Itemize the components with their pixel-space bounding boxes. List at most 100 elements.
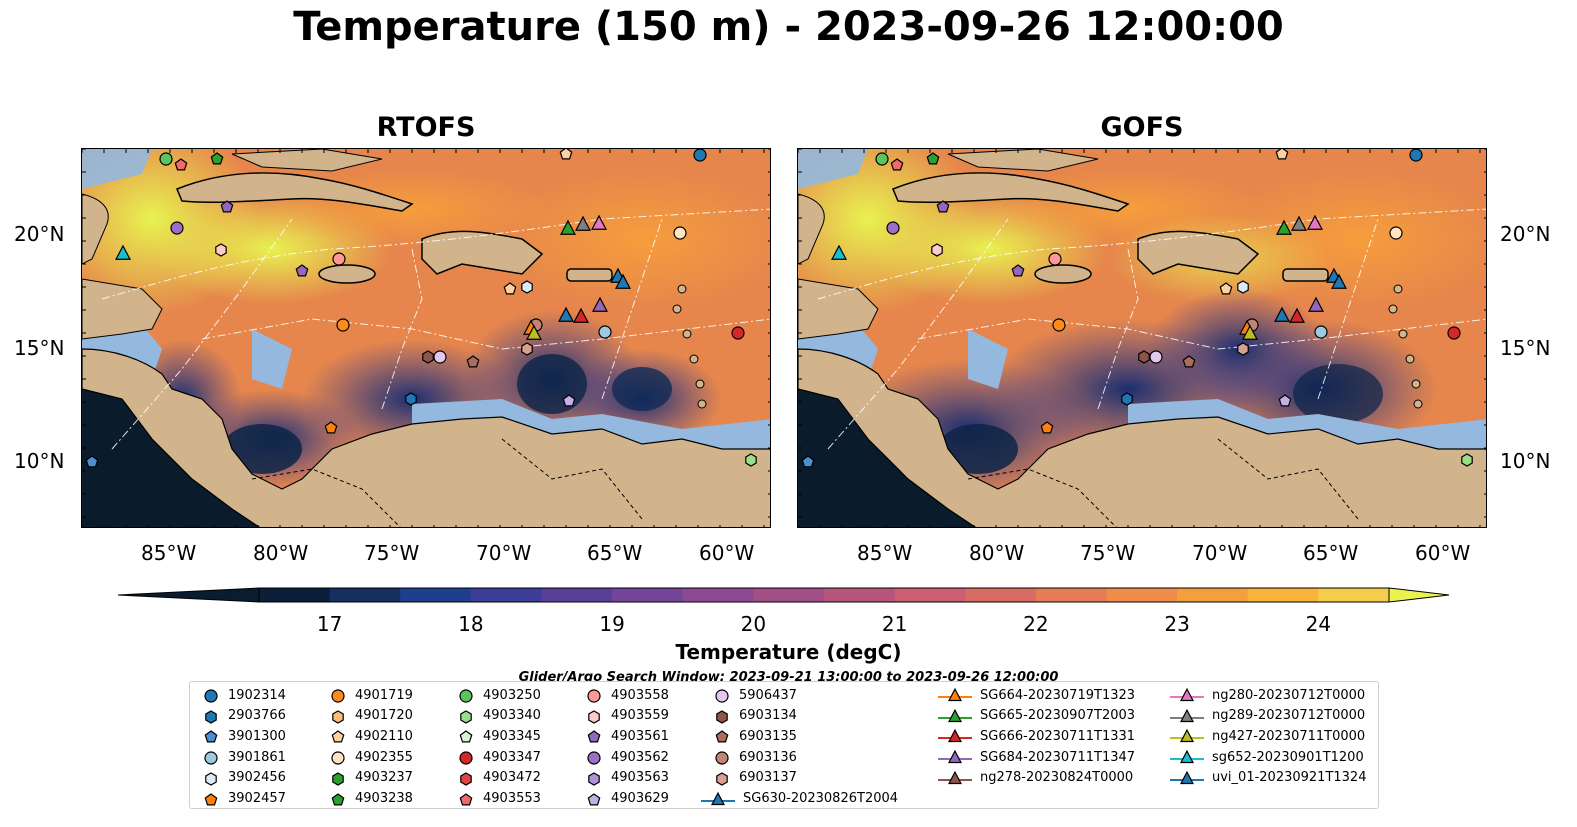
colorbar-tick-label: 24	[1305, 612, 1332, 636]
triangle-icon	[1180, 770, 1194, 784]
legend-float-4903345: 4903345	[457, 726, 541, 746]
colorbar-bin	[259, 588, 331, 602]
legend-glider: SG664-20230719T1323	[938, 685, 1135, 705]
lon-label-85-rtofs: 85°W	[141, 541, 197, 565]
map-panel-gofs[interactable]	[797, 148, 1487, 528]
float-marker-4903559	[215, 243, 227, 257]
float-marker-6903134	[1138, 350, 1150, 364]
legend-float-1902314: 1902314	[202, 685, 286, 705]
legend-float-4903559: 4903559	[585, 706, 669, 726]
circle-icon	[587, 751, 601, 765]
glider-legend-marker	[1170, 770, 1204, 784]
triangle-icon	[948, 770, 962, 784]
colorbar-tick-label: 23	[1164, 612, 1190, 636]
legend-label: 3901861	[228, 749, 286, 765]
triangle-icon	[948, 749, 962, 764]
float-legend-marker	[459, 751, 473, 765]
colorbar-extend-high	[1388, 587, 1450, 603]
glider-legend-marker	[938, 770, 972, 784]
legend-label: ng280-20230712T0000	[1212, 687, 1366, 703]
pentagon-icon	[204, 792, 218, 805]
float-legend-marker	[331, 751, 345, 765]
legend-float-4903558: 4903558	[585, 685, 669, 705]
float-marker-4903238	[926, 152, 940, 165]
float-marker-4903250	[875, 152, 889, 166]
lat-label-20-left: 20°N	[14, 222, 65, 246]
float-marker-4902110	[503, 282, 517, 295]
colorbar-tick-label: 17	[316, 612, 343, 636]
lon-label-75-gofs: 75°W	[1080, 541, 1136, 565]
legend-label: uvi_01-20230921T1324	[1212, 770, 1367, 786]
map-panel-rtofs[interactable]	[81, 148, 771, 528]
circle-icon	[715, 689, 729, 703]
float-marker-4903238	[210, 152, 224, 165]
float-legend-marker	[204, 751, 218, 765]
legend-float-6903136: 6903136	[713, 747, 797, 767]
triangle-icon	[1180, 749, 1194, 764]
colorbar-bin	[470, 588, 542, 602]
lon-label-85-gofs: 85°W	[857, 541, 913, 565]
legend-float-4903347: 4903347	[457, 747, 541, 767]
colorbar-tick-label: 20	[740, 612, 767, 636]
shelf-area	[968, 329, 1008, 389]
float-marker-3902457	[324, 421, 338, 434]
hexagon-icon	[460, 709, 472, 724]
legend-glider: SG666-20230711T1331	[938, 726, 1135, 746]
lat-label-15-left: 15°N	[14, 336, 65, 360]
lat-label-10-left: 10°N	[14, 449, 65, 473]
eez-boundary	[101, 208, 770, 300]
glider-marker	[560, 219, 576, 235]
float-marker-4903629	[562, 394, 576, 407]
glider-legend-marker	[1170, 687, 1204, 702]
glider-legend-marker	[701, 791, 735, 805]
float-marker-3902456	[1237, 280, 1249, 294]
float-marker-6903135	[466, 355, 480, 368]
float-marker-4903559	[931, 243, 943, 257]
antilles-island	[1405, 354, 1415, 364]
float-legend-marker	[587, 751, 601, 765]
antilles-island	[677, 284, 687, 294]
legend-label: 1902314	[228, 687, 286, 703]
hexagon-icon	[588, 772, 600, 786]
legend-glider: SG684-20230711T1347	[938, 747, 1135, 767]
legend-float-4903562: 4903562	[585, 747, 669, 767]
lon-label-65-gofs: 65°W	[1303, 541, 1359, 565]
lat-label-10-right: 10°N	[1500, 449, 1551, 473]
float-legend-marker	[459, 689, 473, 703]
colorbar-bin	[753, 588, 825, 602]
float-legend-marker	[588, 709, 600, 724]
legend-label: 6903137	[739, 770, 797, 786]
lon-label-75-rtofs: 75°W	[364, 541, 420, 565]
colorbar-bin	[824, 588, 896, 602]
colorbar-tick-label: 21	[881, 612, 908, 636]
jamaica-island	[318, 264, 376, 284]
float-marker-6903134	[422, 350, 434, 364]
float-marker-4903561	[295, 264, 309, 277]
float-marker-4901719	[1052, 318, 1066, 332]
float-marker-4903558	[332, 252, 346, 266]
lon-label-60-rtofs: 60°W	[699, 541, 755, 565]
legend-float-5906437: 5906437	[713, 685, 797, 705]
mainland	[82, 348, 770, 527]
glider-legend-marker	[938, 687, 972, 702]
legend-label: sg652-20230901T1200	[1212, 749, 1364, 765]
colorbar-tick-label: 18	[458, 612, 484, 636]
legend-float-4903561: 4903561	[585, 726, 669, 746]
float-marker-4901719	[336, 318, 350, 332]
legend-float-4903553: 4903553	[457, 789, 541, 809]
colorbar-bin	[1318, 588, 1390, 602]
legend-label: 4903553	[483, 791, 541, 806]
float-marker-4903553	[174, 158, 188, 171]
colorbar-bin	[894, 588, 966, 602]
float-marker-4903561	[936, 200, 950, 213]
country-border	[251, 468, 401, 527]
eez-boundary	[827, 218, 1009, 450]
legend-glider: ng289-20230712T0000	[1170, 706, 1365, 726]
antilles-island	[689, 354, 699, 364]
legend-label: SG684-20230711T1347	[980, 749, 1136, 765]
float-marker-4903561	[220, 200, 234, 213]
hexagon-icon	[332, 772, 344, 786]
glider-marker	[1289, 307, 1305, 323]
legend-label: 4903563	[611, 770, 669, 786]
circle-icon	[459, 751, 473, 765]
